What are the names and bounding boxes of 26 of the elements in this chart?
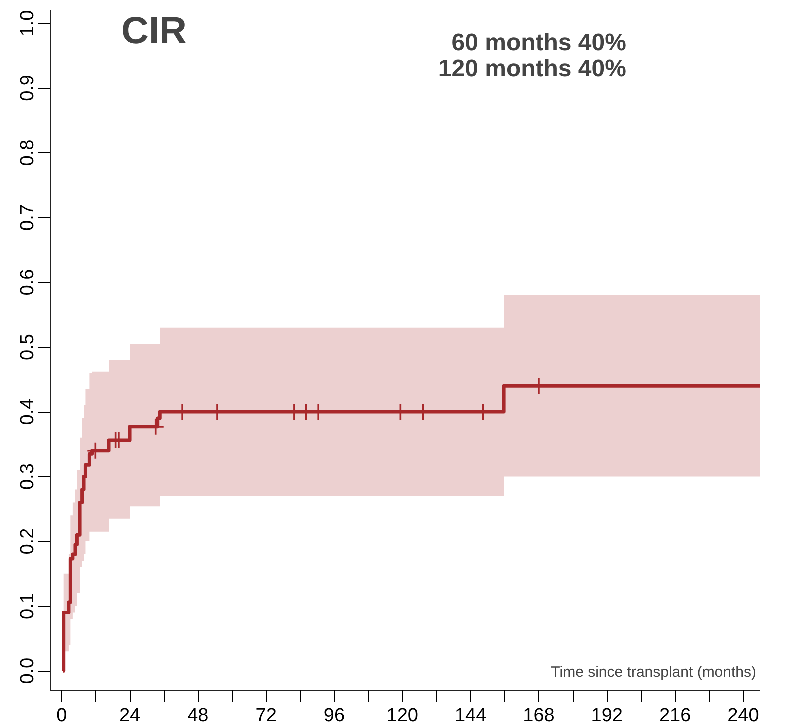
x-tick-label: 24 [119,706,142,726]
x-tick-label: 120 [386,706,419,726]
y-tick-label: 0.7 [18,204,38,231]
y-tick-label: 0.0 [18,658,38,684]
x-tick-label: 144 [454,706,488,726]
y-tick-label: 0.9 [18,75,38,102]
x-tick-label: 168 [523,706,555,726]
y-tick-label: 0.2 [18,528,38,555]
chart-title: CIR [122,10,187,52]
y-tick-label: 0.8 [18,140,38,166]
x-tick-label: 216 [659,706,692,726]
y-tick-label: 1.0 [18,10,38,37]
x-tick-label: 192 [591,706,623,726]
y-tick-label: 0.3 [18,464,38,490]
x-tick-label: 0 [56,706,68,726]
x-tick-label: 96 [324,706,346,726]
y-tick-label: 0.6 [18,269,38,296]
y-tick-label: 0.1 [18,593,38,620]
x-tick-label: 48 [188,706,209,726]
x-axis-title: Time since transplant (months) [551,664,757,681]
annotation: 120 months 40% [438,55,626,82]
x-tick-label: 240 [728,706,760,726]
y-tick-label: 0.5 [18,334,38,360]
y-tick-label: 0.4 [18,398,38,426]
annotation: 60 months 40% [452,29,626,56]
x-tick-label: 72 [256,706,277,726]
